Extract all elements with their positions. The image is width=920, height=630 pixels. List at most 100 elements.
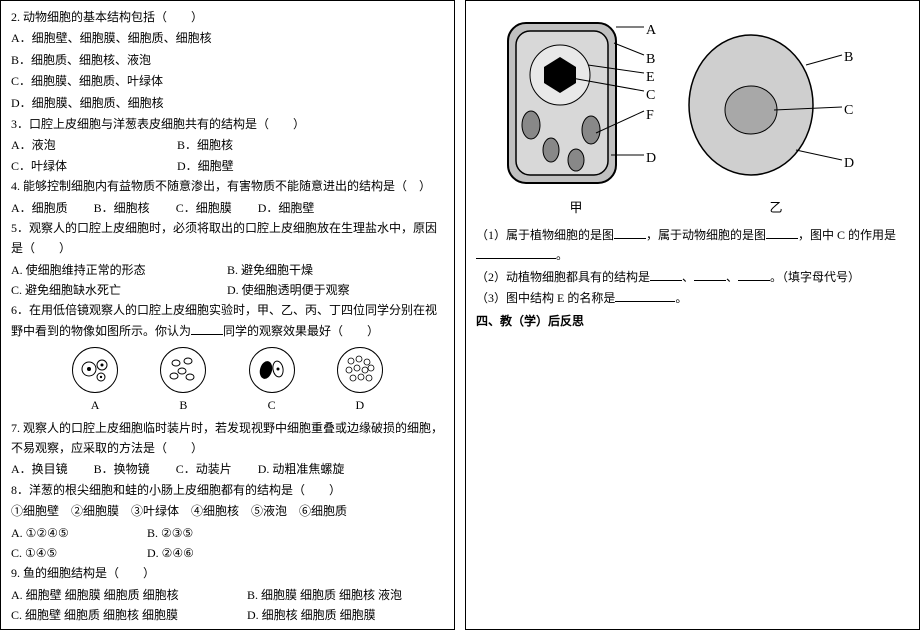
plant-cell-icon [496,15,656,195]
r1-b1 [614,226,646,239]
plant-label-f: F [646,104,654,128]
cells-d-icon [341,351,379,389]
q4-opt-c: C．细胞膜 [176,198,232,218]
q9-opt-d: D. 细胞核 细胞质 细胞膜 [247,605,376,625]
cells-b-icon [164,351,202,389]
r1-b2 [766,226,798,239]
plant-label-d: D [646,147,656,171]
q4-opt-b: B．细胞核 [94,198,150,218]
circle-a [72,347,118,393]
q2-opt-c: C．细胞膜、细胞质、叶绿体 [11,71,444,91]
q7-opts: A．换目镜 B．换物镜 C．动装片 D. 动粗准焦螺旋 [11,459,444,479]
q8-opt-d: D. ②④⑥ [147,543,194,563]
circle-labels: A B C D [11,395,444,415]
q8-opt-c: C. ①④⑤ [11,543,121,563]
q4-opt-a: A．细胞质 [11,198,68,218]
q8-opts2: C. ①④⑤ D. ②④⑥ [11,543,444,563]
circle-c [249,347,295,393]
cells-a-icon [76,351,114,389]
q8-opt-b: B. ②③⑤ [147,523,193,543]
r2-b3 [738,268,770,281]
q2-opt-d: D．细胞膜、细胞质、细胞核 [11,93,444,113]
q7: 7. 观察人的口腔上皮细胞临时装片时，若发现视野中细胞重叠或边缘破损的细胞，不易… [11,418,444,459]
q5: 5．观察人的口腔上皮细胞时，必须将取出的口腔上皮细胞放在生理盐水中，原因是（ ） [11,218,444,259]
r-q1: （1）属于植物细胞的是图 ，属于动物细胞的是图 ，图中 C 的作用是。 [476,225,909,266]
q3-opt-d: D．细胞壁 [177,156,234,176]
q4-opt-d: D．细胞壁 [258,198,315,218]
q6: 6．在用低倍镜观察人的口腔上皮细胞实验时，甲、乙、丙、丁四位同学分别在视野中看到… [11,300,444,341]
q8: 8．洋葱的根尖细胞和蛙的小肠上皮细胞都有的结构是（ ） [11,480,444,500]
r2-b1 [650,268,682,281]
q9: 9. 鱼的细胞结构是（ ） [11,563,444,583]
cells-c-icon [253,351,291,389]
circle-d-wrap [337,347,383,393]
r2-end: 。（填字母代号） [770,270,860,284]
q5-opts-row2: C. 避免细胞缺水死亡 D. 使细胞透明便于观察 [11,280,444,300]
microscope-diagram-row [11,347,444,393]
q9-opt-a: A. 细胞壁 细胞膜 细胞质 细胞核 [11,585,221,605]
caption-yi: 乙 [676,197,876,219]
cell-diagram: A B E C F D B C D [476,7,909,197]
q7-opt-c: C．动装片 [176,459,232,479]
label-b: B [160,395,206,415]
q8-line: ①细胞壁 ②细胞膜 ③叶绿体 ④细胞核 ⑤液泡 ⑥细胞质 [11,501,444,521]
animal-label-b: B [844,46,853,70]
q5-opt-c: C. 避免细胞缺水死亡 [11,280,201,300]
r2-s1: 、 [682,270,694,284]
r2-b2 [694,268,726,281]
q3-opt-a: A．液泡 [11,135,151,155]
r-q3: （3）图中结构 E 的名称是 。 [476,288,909,308]
animal-cell-diagram: B C D [676,15,856,195]
left-column: 2. 动物细胞的基本结构包括（ ） A．细胞壁、细胞膜、细胞质、细胞核 B．细胞… [0,0,455,630]
q3-opts-row1: A．液泡 B．细胞核 [11,135,444,155]
diagram-captions: 甲 乙 [476,197,909,219]
r3-t1: （3）图中结构 E 的名称是 [476,291,615,305]
circle-c-wrap [249,347,295,393]
circle-b-wrap [160,347,206,393]
circle-a-wrap [72,347,118,393]
r1-t1: （1）属于植物细胞的是图 [476,228,614,242]
section-4-heading: 四、教（学）后反思 [476,311,909,331]
circle-b [160,347,206,393]
q9-opts-row1: A. 细胞壁 细胞膜 细胞质 细胞核 B. 细胞膜 细胞质 细胞核 液泡 [11,585,444,605]
r2-t1: （2）动植物细胞都具有的结构是 [476,270,650,284]
animal-label-c: C [844,99,853,123]
q8-opts: A. ①②④⑤ B. ②③⑤ [11,523,444,543]
q5-opts-row1: A. 使细胞维持正常的形态 B. 避免细胞干燥 [11,260,444,280]
plant-label-a: A [646,19,656,43]
r1-t2: ，属于动物细胞的是图 [646,228,766,242]
q2: 2. 动物细胞的基本结构包括（ ） [11,7,444,27]
q2-opt-b: B．细胞质、细胞核、液泡 [11,50,444,70]
r1-end: 。 [556,248,568,262]
q9-opt-b: B. 细胞膜 细胞质 细胞核 液泡 [247,585,402,605]
q9-opts-row2: C. 细胞壁 细胞质 细胞核 细胞膜 D. 细胞核 细胞质 细胞膜 [11,605,444,625]
q9-opt-c: C. 细胞壁 细胞质 细胞核 细胞膜 [11,605,221,625]
r2-s2: 、 [726,270,738,284]
q6-blank [191,322,223,335]
q5-opt-b: B. 避免细胞干燥 [227,260,313,280]
r1-b3 [476,246,556,259]
q3-opts-row2: C．叶绿体 D．细胞壁 [11,156,444,176]
r-q2: （2）动植物细胞都具有的结构是 、 、 。（填字母代号） [476,267,909,287]
label-d: D [337,395,383,415]
animal-label-d: D [844,152,854,176]
q4: 4. 能够控制细胞内有益物质不随意渗出，有害物质不能随意进出的结构是（ ） [11,176,444,196]
q7-opt-b: B．换物镜 [94,459,150,479]
circle-d [337,347,383,393]
q7-opt-a: A．换目镜 [11,459,68,479]
plant-cell-diagram: A B E C F D [496,15,656,195]
q7-opt-d: D. 动粗准焦螺旋 [258,459,345,479]
label-c: C [249,395,295,415]
right-column: A B E C F D B C D 甲 乙 （1）属于植物细胞的是图 ，属于动物细… [465,0,920,630]
r3-end: 。 [675,291,687,305]
r3-b1 [615,289,675,302]
q3-opt-b: B．细胞核 [177,135,233,155]
q10: 10．回忆《观察植物细胞》和《观察人的口腔上皮细胞》两个实验： [11,626,444,630]
q3: 3．口腔上皮细胞与洋葱表皮细胞共有的结构是（ ） [11,114,444,134]
q3-opt-c: C．叶绿体 [11,156,151,176]
caption-jia: 甲 [496,197,656,219]
q6-part2: 同学的观察效果最好（ ） [223,324,379,338]
r1-t3: ，图中 C 的作用是 [798,228,896,242]
q5-opt-d: D. 使细胞透明便于观察 [227,280,350,300]
q4-opts: A．细胞质 B．细胞核 C．细胞膜 D．细胞壁 [11,198,444,218]
